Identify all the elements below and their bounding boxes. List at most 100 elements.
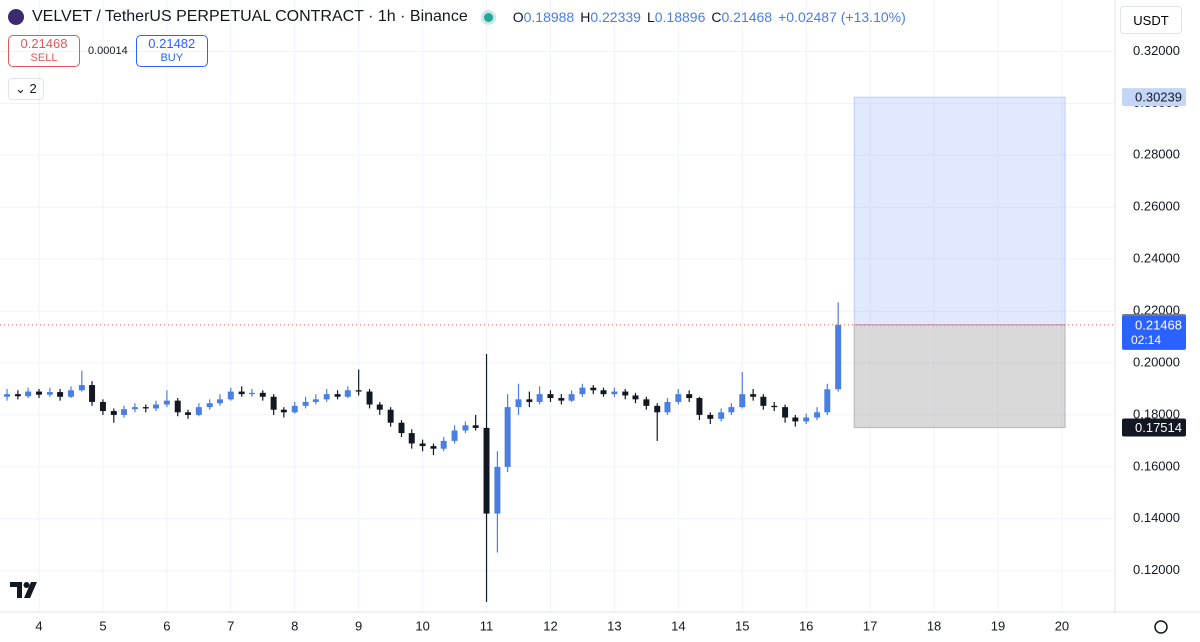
y-tick-label: 0.12000 <box>1133 562 1180 577</box>
candle-body <box>131 407 138 410</box>
candle-body <box>536 394 543 402</box>
candle-body <box>46 392 53 395</box>
candle-body <box>366 391 373 405</box>
candle-body <box>142 407 149 409</box>
y-tick-label: 0.20000 <box>1133 354 1180 369</box>
candle-body <box>99 401 106 412</box>
candle-body <box>334 394 341 397</box>
candle-body <box>472 425 479 428</box>
candle-body <box>78 385 85 391</box>
tv-logo <box>10 582 37 598</box>
symbol-title[interactable]: VELVET / TetherUS PERPETUAL CONTRACT · 1… <box>32 8 468 25</box>
candle-body <box>675 394 682 402</box>
candle-body <box>344 390 351 397</box>
sell-button[interactable]: 0.21468 SELL <box>8 35 80 67</box>
spread: 0.00014 <box>88 45 128 57</box>
candle-body <box>664 401 671 413</box>
candle-body <box>270 396 277 410</box>
indicators-toggle[interactable]: ⌄ 2 <box>8 78 44 100</box>
current-price-box <box>1122 315 1186 350</box>
x-tick-label: 5 <box>99 618 106 633</box>
x-tick-label: 4 <box>35 618 42 633</box>
candle-body <box>376 404 383 410</box>
y-tick-label: 0.32000 <box>1133 43 1180 58</box>
profit-zone <box>853 96 1066 326</box>
candle-body <box>696 398 703 415</box>
candle-body <box>216 399 223 404</box>
x-tick-label: 14 <box>671 618 685 633</box>
candle-body <box>739 394 746 408</box>
buy-button[interactable]: 0.21482 BUY <box>135 35 208 67</box>
y-tick-label: 0.28000 <box>1133 147 1180 162</box>
candle-body <box>590 387 597 391</box>
price-label: 0.30239 <box>1135 90 1182 105</box>
candle-body <box>835 324 842 390</box>
countdown: 02:14 <box>1131 333 1161 347</box>
x-tick-label: 6 <box>163 618 170 633</box>
settings-icon[interactable] <box>1154 620 1168 634</box>
candle-body <box>611 391 618 395</box>
candle-body <box>643 399 650 406</box>
market-status <box>483 12 493 22</box>
candle-body <box>163 400 170 405</box>
candle-body <box>387 409 394 423</box>
candle-body <box>312 399 319 402</box>
ohlc-key: C <box>711 9 722 25</box>
ohlc-value: 0.18988 <box>523 9 575 25</box>
candle-body <box>771 405 778 408</box>
candle-body <box>25 391 32 397</box>
ohlc-change: +0.02487 (+13.10%) <box>778 9 906 25</box>
candle-body <box>760 396 767 406</box>
currency: USDT <box>1133 12 1169 28</box>
indicators-count: 2 <box>29 81 37 96</box>
candle-body <box>14 394 21 397</box>
candle-body <box>36 391 42 395</box>
candle-body <box>57 392 64 397</box>
candle-body <box>227 391 234 400</box>
candle-body <box>451 430 458 441</box>
price-label-box <box>1122 418 1186 437</box>
candle-body <box>153 404 159 409</box>
candle-body <box>174 400 181 413</box>
candle-body <box>547 394 554 399</box>
candle-body <box>323 394 330 400</box>
ohlc-key: H <box>580 9 591 25</box>
x-tick-label: 19 <box>991 618 1005 633</box>
currency-select[interactable]: USDT <box>1120 6 1182 34</box>
x-tick-label: 7 <box>227 618 234 633</box>
tv-logo-shape <box>10 582 37 598</box>
candle-body <box>526 399 533 402</box>
candle-body <box>440 440 447 449</box>
x-tick-label: 9 <box>355 618 362 633</box>
buy-price: 0.21482 <box>148 36 196 51</box>
candle-body <box>110 411 117 415</box>
candle-body <box>814 412 821 418</box>
candle-body <box>718 412 725 419</box>
candle-body <box>302 401 309 406</box>
x-tick-label: 13 <box>607 618 621 633</box>
y-tick-label: 0.22000 <box>1133 303 1180 318</box>
candle-body <box>792 417 799 422</box>
current-price-label: 0.21468 <box>1135 317 1182 332</box>
loss-zone <box>853 324 1066 429</box>
candle-body <box>121 409 128 415</box>
candle-body <box>430 446 437 449</box>
candle-body <box>67 390 74 397</box>
x-tick-label: 10 <box>415 618 429 633</box>
sell-label: SELL <box>30 52 58 64</box>
x-tick-label: 16 <box>799 618 813 633</box>
ohlc-value: 0.18896 <box>654 9 706 25</box>
candle-body <box>686 394 693 399</box>
ohlc-value: 0.21468 <box>721 9 773 25</box>
candle-body <box>238 391 245 395</box>
x-tick-label: 11 <box>480 618 494 633</box>
ohlc-key: O <box>512 9 524 25</box>
candle-body <box>280 409 287 413</box>
buy-label: BUY <box>160 52 184 64</box>
candle-body <box>654 405 661 413</box>
x-tick-label: 15 <box>735 618 749 633</box>
candle-body <box>355 390 362 392</box>
candle-body <box>89 385 96 402</box>
